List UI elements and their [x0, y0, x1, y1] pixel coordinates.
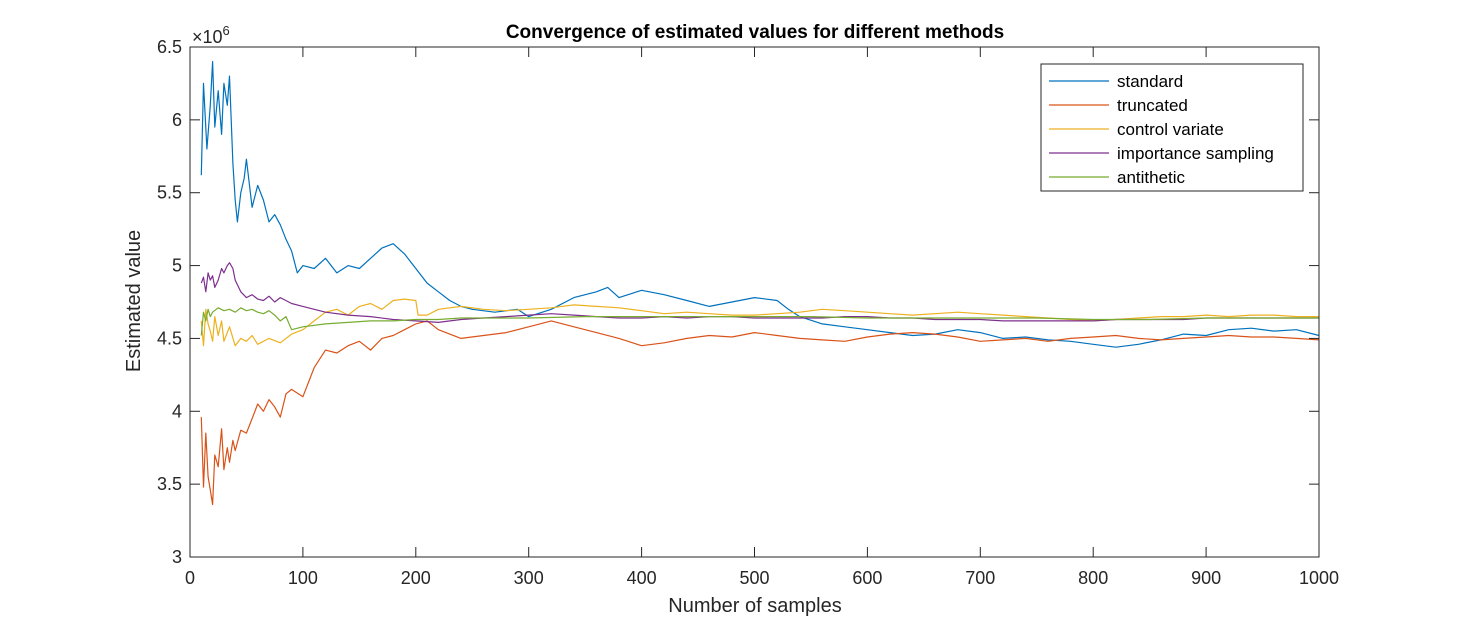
y-exponent-base: ×10 — [192, 27, 223, 47]
legend-label: standard — [1117, 72, 1183, 91]
chart-title: Convergence of estimated values for diff… — [506, 22, 1004, 43]
x-tick-label: 500 — [739, 568, 769, 588]
legend-label: importance sampling — [1117, 144, 1274, 163]
legend-label: antithetic — [1117, 168, 1186, 187]
x-tick-label: 800 — [1078, 568, 1108, 588]
y-axis: 3 3.5 4 4.5 5 5.5 6 6.5 — [157, 37, 1319, 567]
x-tick-label: 100 — [288, 568, 318, 588]
x-tick-label: 200 — [401, 568, 431, 588]
series-line-antithetic — [200, 307, 1319, 336]
x-tick-label: 900 — [1191, 568, 1221, 588]
y-exponent-label: ×106 — [192, 23, 230, 47]
series-line-standard — [200, 60, 1320, 348]
y-tick-label: 5 — [172, 256, 182, 276]
x-axis: 0 100 200 300 400 500 600 700 800 900 1000 — [185, 47, 1339, 588]
x-tick-label: 300 — [514, 568, 544, 588]
y-tick-label: 3 — [172, 547, 182, 567]
legend: standard truncated control variate importan… — [1040, 63, 1304, 192]
series-line-importance-sampling — [200, 262, 1319, 323]
y-axis-title: Estimated value — [123, 230, 145, 372]
legend-box — [1040, 63, 1304, 192]
x-tick-label: 0 — [185, 568, 195, 588]
y-tick-label: 3.5 — [157, 474, 182, 494]
x-axis-title: Number of samples — [668, 595, 841, 617]
y-tick-label: 5.5 — [157, 183, 182, 203]
x-tick-label: 1000 — [1299, 568, 1339, 588]
y-tick-label: 4 — [172, 401, 182, 421]
x-tick-label: 700 — [965, 568, 995, 588]
legend-label: control variate — [1117, 120, 1224, 139]
y-tick-label: 6 — [172, 110, 182, 130]
y-tick-label: 6.5 — [157, 37, 182, 57]
series-line-truncated — [200, 320, 1320, 506]
y-exponent-power: 6 — [223, 23, 230, 38]
series-group — [200, 60, 1320, 506]
y-tick-label: 4.5 — [157, 328, 182, 348]
legend-label: truncated — [1117, 96, 1188, 115]
x-tick-label: 600 — [852, 568, 882, 588]
x-tick-label: 400 — [627, 568, 657, 588]
